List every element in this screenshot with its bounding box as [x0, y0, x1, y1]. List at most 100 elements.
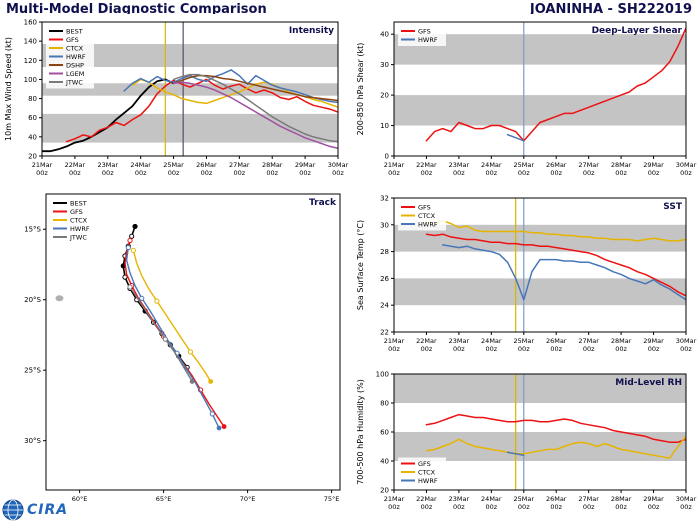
- track-svg: 15°S 20°S 25°S 30°S 60°E 65°E 70°E 75°E Track BES…: [24, 193, 341, 503]
- track-marker: [209, 411, 215, 417]
- globe-icon: [2, 499, 24, 521]
- x-tick-label: 00z: [583, 345, 595, 353]
- y-tick-label: 120: [24, 57, 37, 65]
- x-tick-label: 00z: [648, 503, 660, 511]
- y-tick-label: 32: [380, 195, 389, 203]
- x-tick-label: 23Mar: [98, 161, 119, 169]
- legend-label: GFS: [418, 460, 431, 468]
- rh-ylabel: 700-500 hPa Humidity (%): [356, 379, 365, 485]
- x-tick-label: 00z: [680, 345, 692, 353]
- y-tick-label: 40: [380, 458, 389, 466]
- x-tick-label: 00z: [453, 503, 465, 511]
- track-marker: [139, 295, 145, 301]
- x-tick-label: 22Mar: [416, 161, 437, 169]
- x-tick-label: 24Mar: [481, 495, 502, 503]
- x-tick-label: 28Mar: [611, 495, 632, 503]
- sst-chart: 22 24 26 28 30 32 21Mar 00z 22Mar 00z 23Mar 00z 24Ma…: [354, 192, 698, 370]
- x-tick-label: 00z: [518, 503, 530, 511]
- x-tick-label: 27Mar: [578, 161, 599, 169]
- cira-logo-text: CIRA: [27, 502, 69, 518]
- y-tick-label: 80: [380, 400, 389, 408]
- track-series-jtwc: [129, 286, 193, 383]
- y-tick-label: 30: [380, 221, 389, 229]
- sst-plot-border: [393, 197, 687, 333]
- deep-layer-shear-chart: 0 10 20 30 40 21Mar 00z 22Mar 00z 23Mar 00z 24Mar 00…: [354, 14, 698, 194]
- track-end-dot: [208, 379, 214, 384]
- x-tick-label: 29Mar: [643, 161, 664, 169]
- sst-svg: 22242628303221Mar00z22Mar00z23Mar00z24Ma…: [356, 195, 697, 354]
- track-panel-title: Track: [309, 198, 337, 208]
- x-tick-label: 00z: [550, 503, 562, 511]
- x-tick-label: 00z: [388, 169, 400, 177]
- x-tick-label: 00z: [615, 169, 627, 177]
- x-tick-label: 25Mar: [514, 495, 535, 503]
- rh-series-gfs: [425, 413, 686, 443]
- legend-label: CTCX: [70, 217, 88, 225]
- x-tick-label: 00z: [233, 169, 245, 177]
- x-tick-label: 27Mar: [578, 495, 599, 503]
- sst-series-hwrf: [441, 244, 686, 301]
- x-tick-label: 26Mar: [196, 161, 217, 169]
- intensity-series-lgem: [172, 81, 338, 150]
- intensity-svg: 2040608010012014016021Mar00z22Mar00z23Ma…: [4, 19, 349, 178]
- x-tick-label: 28Mar: [262, 161, 283, 169]
- x-tick-label: 26Mar: [546, 495, 567, 503]
- sst-panel-title: SST: [663, 202, 683, 212]
- y-tick-label: 80: [28, 95, 37, 103]
- sst-ylabel: Sea Surface Temp (°C): [356, 220, 365, 310]
- x-tick-label: 00z: [421, 169, 433, 177]
- legend-label: GFS: [70, 208, 83, 216]
- legend-label: JTWC: [69, 234, 87, 242]
- legend-label: HWRF: [70, 225, 90, 233]
- x-tick-label: 23Mar: [449, 161, 470, 169]
- intensity-chart: 20 40 60 80 100 120 140 160 21Mar 00z 22Mar 00z 23Ma…: [2, 14, 350, 194]
- y-tick-label: 160: [24, 19, 37, 27]
- x-tick-label: 00z: [388, 503, 400, 511]
- y-tick-label: 22: [380, 329, 389, 337]
- x-tick-label: 00z: [332, 169, 344, 177]
- rh-panel-title: Mid-Level RH: [615, 378, 682, 388]
- x-tick-label: 00z: [518, 345, 530, 353]
- x-tick-label: 00z: [550, 169, 562, 177]
- track-end-dot: [189, 379, 195, 384]
- legend-label: HWRF: [66, 53, 86, 61]
- x-tick-label: 00z: [421, 345, 433, 353]
- sst-series-gfs: [425, 233, 686, 297]
- shear-series-hwrf: [506, 133, 525, 142]
- y-tick-label: 28: [380, 248, 389, 256]
- legend-label: DSHP: [66, 62, 84, 70]
- x-tick-label: 00z: [266, 169, 278, 177]
- y-tick-label: 20°S: [24, 296, 41, 304]
- x-tick-label: 00z: [421, 503, 433, 511]
- x-tick-label: 00z: [550, 345, 562, 353]
- track-plot-border: [45, 193, 341, 491]
- y-tick-label: 60: [380, 429, 389, 437]
- x-tick-label: 28Mar: [611, 161, 632, 169]
- track-marker: [125, 244, 131, 251]
- rh-svg: 2040608010021Mar00z22Mar00z23Mar00z24Mar…: [356, 371, 697, 512]
- x-tick-label: 00z: [615, 503, 627, 511]
- track-chart: 15°S 20°S 25°S 30°S 60°E 65°E 70°E 75°E Track BES…: [2, 190, 352, 524]
- y-tick-label: 20: [380, 487, 389, 495]
- legend-label: JTWC: [65, 79, 83, 87]
- mid-level-rh-chart: 20 40 60 80 100 21Mar 00z 22Mar 00z 23Mar 00z 24Mar…: [354, 368, 698, 525]
- x-tick-label: 00z: [453, 345, 465, 353]
- shade-band: [394, 278, 686, 306]
- x-tick-label: 21Mar: [384, 337, 405, 345]
- intensity-series-jtwc: [172, 73, 338, 143]
- x-tick-label: 00z: [36, 169, 48, 177]
- legend-label: GFS: [418, 28, 431, 36]
- legend-label: HWRF: [418, 36, 438, 44]
- shear-ylabel: 200-850 hPa Shear (kt): [356, 43, 365, 136]
- x-tick-label: 25Mar: [163, 161, 184, 169]
- shade-band: [394, 95, 686, 126]
- legend-label: GFS: [418, 204, 431, 212]
- track-series-ctcx: [132, 249, 212, 383]
- track-series-best: [122, 225, 188, 369]
- legend-label: LGEM: [66, 70, 84, 78]
- x-tick-label: 65°E: [156, 495, 172, 503]
- x-tick-label: 00z: [168, 169, 180, 177]
- y-tick-label: 15°S: [24, 226, 41, 234]
- track-marker: [154, 298, 160, 304]
